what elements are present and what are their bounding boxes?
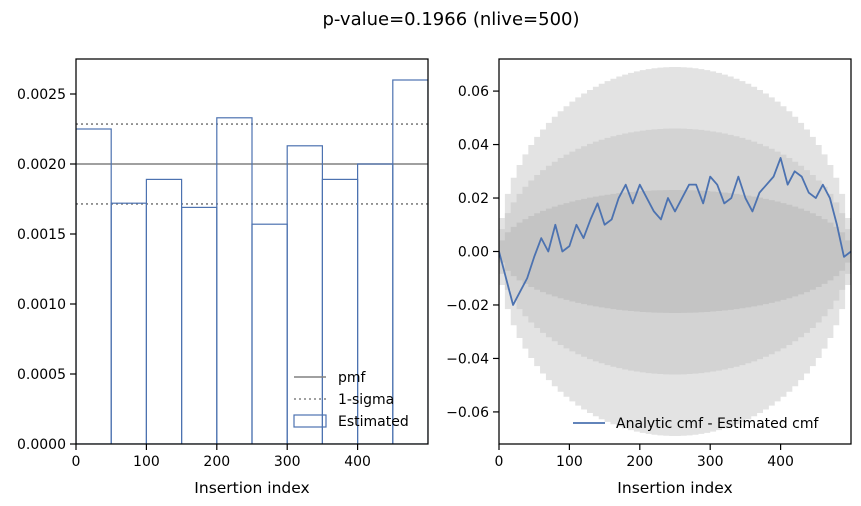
x-tick-label: 200 [203, 454, 230, 470]
plot-frame [498, 58, 852, 445]
y-tick-label: 0.04 [458, 138, 489, 154]
plot-area [499, 67, 851, 436]
y-tick-label: 0.0015 [17, 227, 66, 243]
y-tick-label: 0.06 [458, 84, 489, 100]
cmf-difference-plot: 0 100 200 300 400 −0.06 −0.04 −0.02 0.00 0.02 0.04… [446, 58, 852, 497]
estimated-bar [145, 178, 183, 444]
x-tick-label: 300 [697, 454, 724, 470]
histogram-plot: 0 100 200 300 400 0.0000 0.0005 0.0010 0.0015 0.0… [17, 58, 429, 497]
legend-left: pmf 1-sigma Estimated [293, 370, 409, 430]
y-tick-label: −0.04 [446, 351, 489, 367]
estimated-bar [181, 206, 218, 444]
legend-estimated-label: Estimated [338, 414, 409, 430]
x-tick-label: 400 [344, 454, 371, 470]
y-tick-label: −0.02 [446, 298, 489, 314]
y-tick-label: 0.00 [458, 245, 489, 261]
estimated-bar [216, 117, 253, 444]
estimated-bar [110, 202, 147, 444]
legend-cmf-label: Analytic cmf - Estimated cmf [616, 416, 819, 432]
y-tick-label: 0.0000 [17, 437, 66, 453]
estimated-bar [392, 79, 428, 444]
x-axis-label: Insertion index [617, 479, 732, 497]
y-tick-label: 0.02 [458, 191, 489, 207]
y-tick-label: 0.0020 [17, 157, 66, 173]
x-tick-label: 100 [133, 454, 160, 470]
cmf-difference-line [499, 157, 851, 306]
y-tick-label: 0.0010 [17, 297, 66, 313]
legend-pmf-label: pmf [338, 370, 367, 386]
x-axis-label: Insertion index [194, 479, 309, 497]
x-tick-label: 100 [556, 454, 583, 470]
y-tick-label: −0.06 [446, 405, 489, 421]
plot-frame [75, 58, 429, 445]
legend-sigma-label: 1-sigma [338, 392, 394, 408]
y-tick-label: 0.0025 [17, 87, 66, 103]
legend-right: Analytic cmf - Estimated cmf [573, 416, 819, 432]
x-tick-label: 200 [626, 454, 653, 470]
x-tick-label: 0 [72, 454, 81, 470]
estimated-bar [251, 223, 288, 444]
plot-area [76, 79, 428, 444]
x-tick-label: 400 [767, 454, 794, 470]
x-tick-label: 0 [495, 454, 504, 470]
figure-title: p-value=0.1966 (nlive=500) [322, 9, 579, 30]
legend-estimated-swatch [293, 414, 327, 428]
sigma-band-1 [499, 190, 851, 313]
estimated-bar [76, 128, 112, 444]
y-tick-label: 0.0005 [17, 367, 66, 383]
x-tick-label: 300 [274, 454, 301, 470]
